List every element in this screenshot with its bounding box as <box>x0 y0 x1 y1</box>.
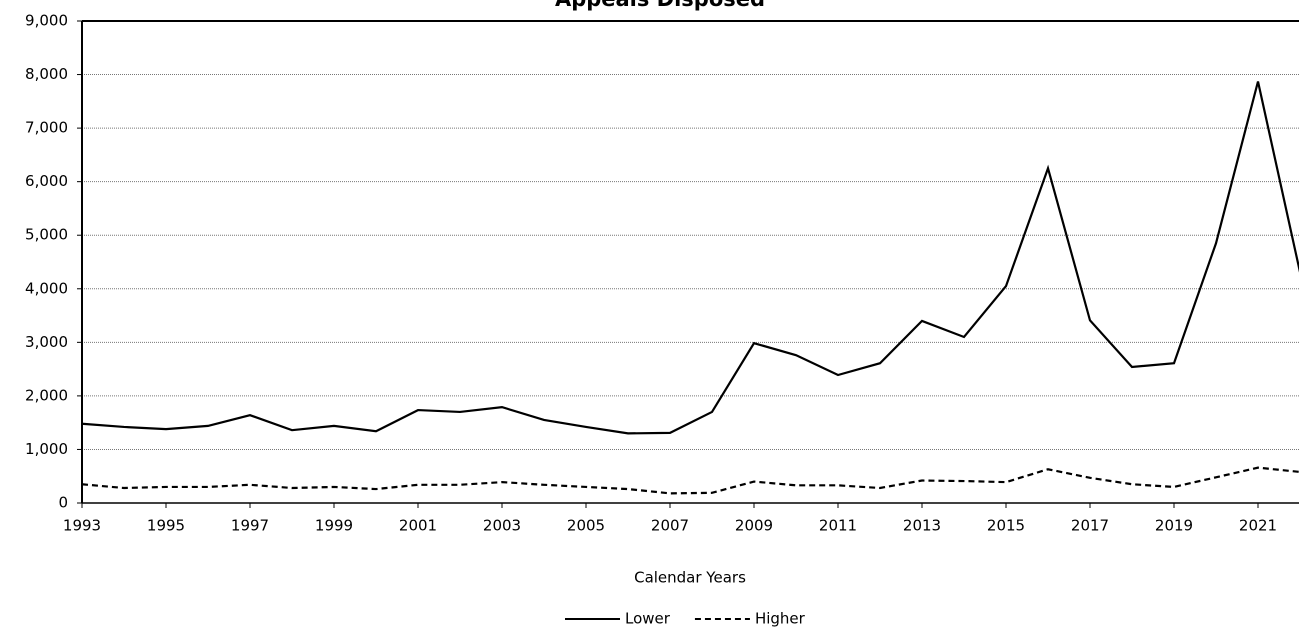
y-tick-label: 1,000 <box>25 440 68 458</box>
x-tick-label: 2015 <box>987 517 1025 535</box>
legend-label: Higher <box>755 610 806 628</box>
x-axis-label: Calendar Years <box>634 569 746 587</box>
legend-label: Lower <box>625 610 671 628</box>
x-tick-label: 2017 <box>1071 517 1109 535</box>
y-tick-label: 3,000 <box>25 333 68 351</box>
x-tick-label: 1997 <box>231 517 269 535</box>
chart-title: Appeals Disposed <box>555 0 765 11</box>
x-tick-label: 2001 <box>399 517 437 535</box>
series-line <box>81 466 1299 495</box>
x-tick-label: 1999 <box>315 517 353 535</box>
x-tick-label: 2021 <box>1239 517 1277 535</box>
x-tick-label: 2003 <box>483 517 521 535</box>
x-tick-label: 2013 <box>903 517 941 535</box>
y-tick-label: 2,000 <box>25 386 68 404</box>
x-tick-label: 2005 <box>567 517 605 535</box>
x-tick-label: 2007 <box>651 517 689 535</box>
y-tick-label: 7,000 <box>25 119 68 137</box>
series-line <box>81 81 1299 435</box>
x-tick-label: 1993 <box>63 517 101 535</box>
x-tick-label: 2019 <box>1155 517 1193 535</box>
x-tick-label: 1995 <box>147 517 185 535</box>
y-tick-label: 5,000 <box>25 226 68 244</box>
y-tick-label: 8,000 <box>25 65 68 83</box>
y-tick-label: 0 <box>58 494 68 512</box>
y-tick-label: 4,000 <box>25 279 68 297</box>
x-tick-label: 2011 <box>819 517 857 535</box>
y-tick-label: 6,000 <box>25 172 68 190</box>
y-tick-label: 9,000 <box>25 12 68 30</box>
x-tick-label: 2009 <box>735 517 773 535</box>
